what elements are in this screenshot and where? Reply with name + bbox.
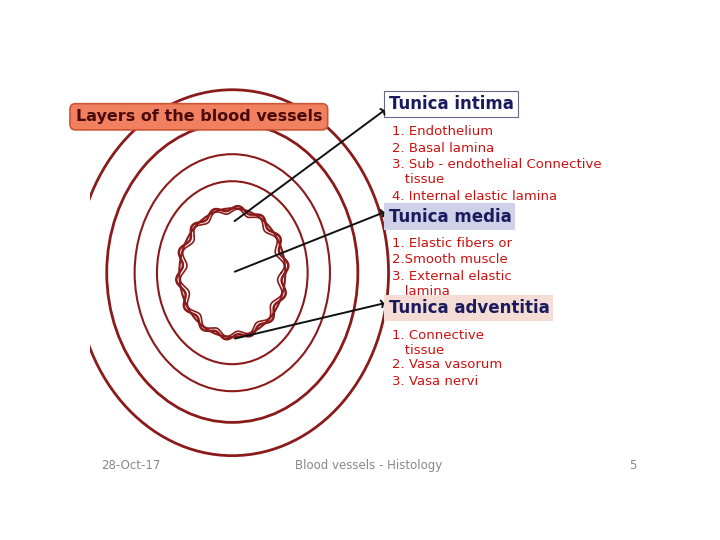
Text: 2. Vasa vasorum: 2. Vasa vasorum [392, 358, 503, 371]
Text: Tunica intima: Tunica intima [389, 95, 513, 113]
Text: Tunica media: Tunica media [389, 207, 511, 226]
Text: 1. Endothelium: 1. Endothelium [392, 125, 494, 138]
Text: 2.Smooth muscle: 2.Smooth muscle [392, 253, 508, 266]
Text: 1. Connective
   tissue: 1. Connective tissue [392, 329, 485, 357]
Text: 2. Basal lamina: 2. Basal lamina [392, 141, 495, 155]
Text: 28-Oct-17: 28-Oct-17 [101, 460, 161, 472]
Text: 1. Elastic fibers or: 1. Elastic fibers or [392, 238, 513, 251]
Text: 3. External elastic
   lamina: 3. External elastic lamina [392, 270, 512, 298]
Text: 3. Sub - endothelial Connective
   tissue: 3. Sub - endothelial Connective tissue [392, 158, 602, 186]
Text: 4. Internal elastic lamina: 4. Internal elastic lamina [392, 190, 557, 202]
Text: Layers of the blood vessels: Layers of the blood vessels [76, 109, 322, 124]
Text: 3. Vasa nervi: 3. Vasa nervi [392, 375, 479, 388]
Text: Blood vessels - Histology: Blood vessels - Histology [295, 460, 443, 472]
Text: 5: 5 [629, 460, 637, 472]
Text: Tunica adventitia: Tunica adventitia [389, 299, 549, 317]
